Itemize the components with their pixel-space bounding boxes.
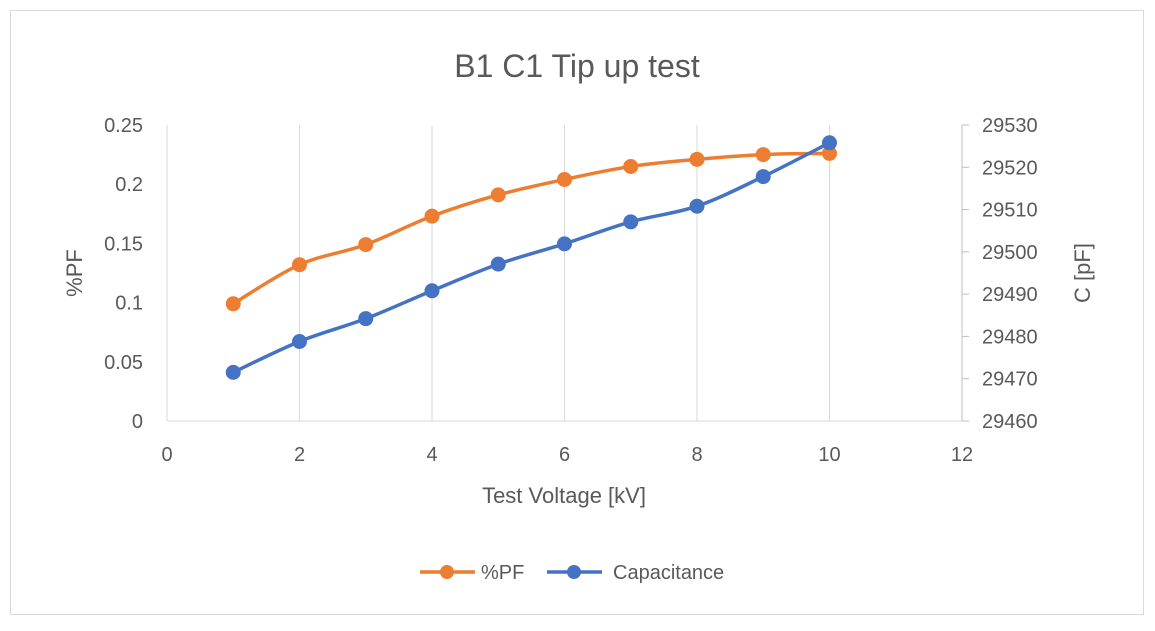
y-tick-label: 0.05 bbox=[104, 352, 143, 374]
data-point bbox=[424, 208, 440, 224]
data-point bbox=[292, 334, 307, 350]
y-axis-ticks: 0 0.05 0.1 0.15 0.2 0.25 bbox=[104, 115, 143, 433]
x-tick-label: 4 bbox=[426, 444, 437, 466]
data-point bbox=[358, 311, 374, 327]
series-line bbox=[232, 151, 830, 306]
x-tick-label: 0 bbox=[161, 444, 172, 466]
legend-label: Capacitance bbox=[613, 562, 724, 584]
data-point bbox=[358, 237, 374, 253]
y2-tick-label: 29530 bbox=[982, 115, 1038, 137]
data-point bbox=[822, 135, 837, 151]
y2-tick-label: 29500 bbox=[982, 242, 1038, 264]
data-point bbox=[755, 147, 771, 163]
data-point bbox=[225, 364, 241, 380]
data-point bbox=[424, 283, 440, 299]
data-point bbox=[755, 169, 771, 185]
x-tick-label: 6 bbox=[559, 444, 570, 466]
data-point bbox=[689, 151, 705, 167]
x-axis-ticks: 0 2 4 6 8 10 12 bbox=[161, 444, 973, 466]
data-point bbox=[689, 198, 705, 214]
y-tick-label: 0 bbox=[132, 411, 143, 433]
y2-axis-ticks: 29460 29470 29480 29490 29500 29510 29520 29530 bbox=[962, 115, 1038, 433]
series-layer bbox=[225, 135, 837, 380]
y-tick-label: 0.25 bbox=[104, 115, 143, 137]
chart-title: B1 C1 Tip up test bbox=[454, 48, 700, 84]
legend-label: %PF bbox=[481, 562, 524, 584]
x-tick-label: 10 bbox=[818, 444, 840, 466]
y-tick-label: 0.15 bbox=[104, 233, 143, 255]
y2-tick-label: 29480 bbox=[982, 326, 1038, 348]
y-axis-title: %PF bbox=[62, 249, 87, 297]
data-point bbox=[557, 236, 572, 252]
legend: %PF Capacitance bbox=[420, 562, 724, 584]
x-tick-label: 2 bbox=[294, 444, 305, 466]
data-point bbox=[292, 257, 307, 273]
x-tick-label: 8 bbox=[691, 444, 702, 466]
data-point bbox=[557, 171, 572, 187]
data-point bbox=[490, 256, 506, 272]
legend-marker bbox=[440, 565, 454, 579]
y2-tick-label: 29510 bbox=[982, 200, 1038, 222]
series-line bbox=[232, 141, 831, 374]
y2-tick-label: 29470 bbox=[982, 369, 1038, 391]
legend-marker bbox=[567, 565, 581, 579]
y2-tick-label: 29520 bbox=[982, 157, 1038, 179]
data-point bbox=[623, 214, 639, 230]
legend-item: %PF bbox=[420, 562, 524, 584]
x-tick-label: 12 bbox=[951, 444, 973, 466]
y2-tick-label: 29460 bbox=[982, 411, 1038, 433]
legend-item: Capacitance bbox=[547, 562, 724, 584]
y2-axis-title: C [pF] bbox=[1070, 243, 1095, 303]
x-axis-title: Test Voltage [kV] bbox=[482, 483, 646, 508]
chart-border bbox=[10, 10, 1144, 615]
y2-tick-label: 29490 bbox=[982, 284, 1038, 306]
y-tick-label: 0.2 bbox=[115, 174, 143, 196]
data-point bbox=[490, 187, 506, 203]
y-tick-label: 0.1 bbox=[115, 293, 143, 315]
data-point bbox=[623, 158, 639, 174]
series-capacitance bbox=[225, 135, 837, 380]
axes bbox=[166, 125, 963, 422]
data-point bbox=[225, 296, 241, 312]
